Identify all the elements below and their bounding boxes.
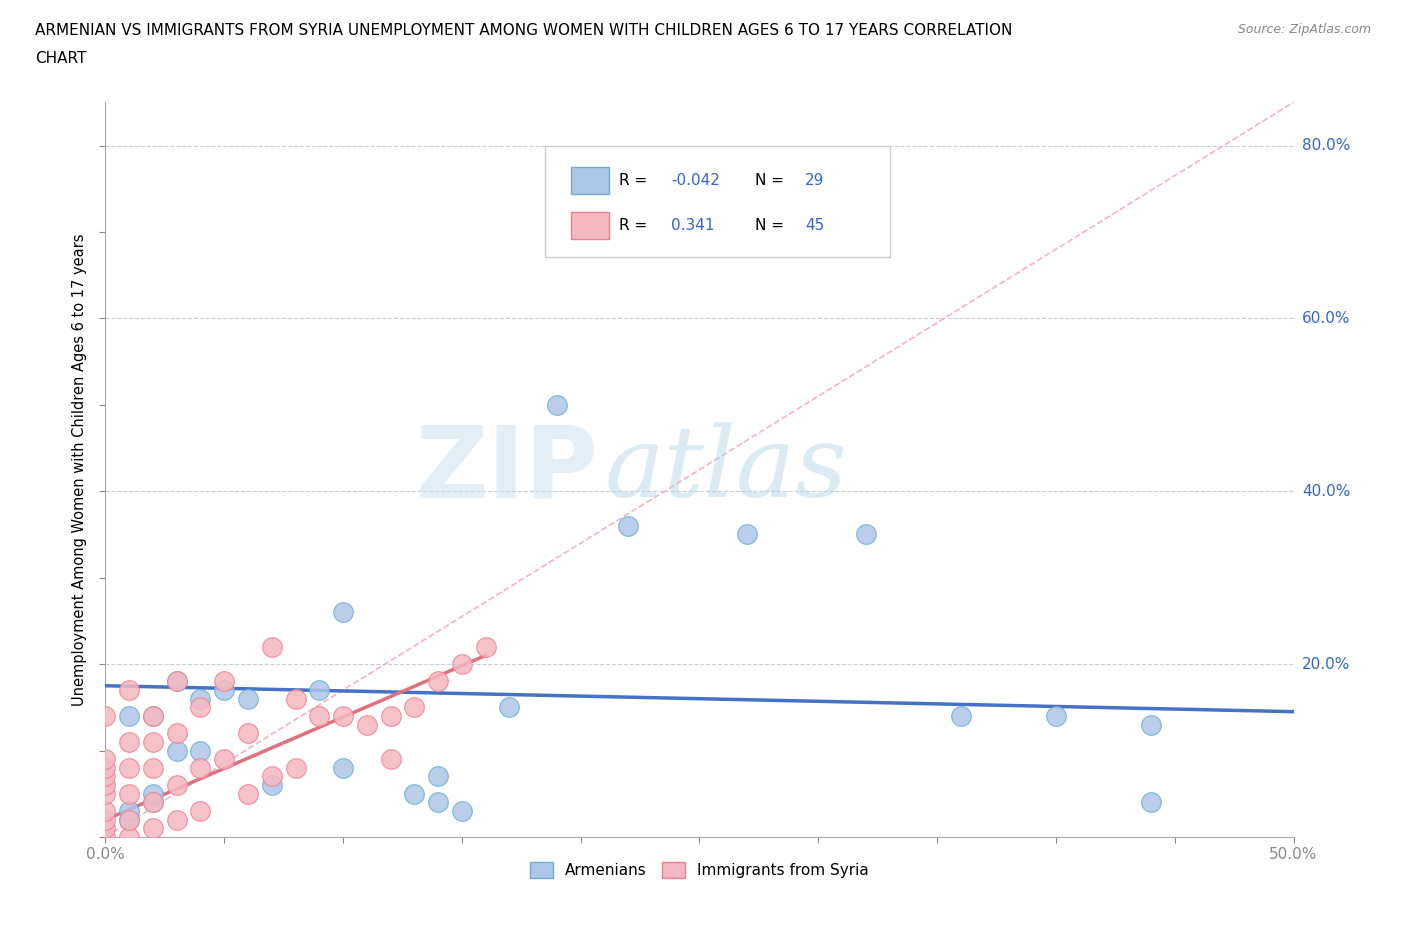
Point [308,683,330,698]
Point [332,604,354,619]
Point [332,761,354,776]
Point [380,709,402,724]
Text: Source: ZipAtlas.com: Source: ZipAtlas.com [1237,23,1371,36]
Point [474,640,496,655]
Point [236,691,259,706]
Text: ZIP: ZIP [416,421,599,518]
Point [404,787,426,802]
Point [94,787,117,802]
Text: 29: 29 [806,173,824,188]
Text: R =: R = [619,173,652,188]
Point [427,674,450,689]
Point [1045,709,1067,724]
Point [94,830,117,844]
Point [118,709,141,724]
Point [142,709,165,724]
Text: 40.0%: 40.0% [1302,484,1350,498]
Point [118,812,141,827]
Text: N =: N = [755,173,789,188]
Point [214,751,236,766]
Point [546,397,568,412]
Point [190,743,212,758]
Point [284,691,307,706]
Text: atlas: atlas [605,422,848,517]
Point [118,787,141,802]
Point [118,735,141,750]
Text: 80.0%: 80.0% [1302,138,1350,153]
Point [450,657,472,671]
Point [260,640,283,655]
Point [380,751,402,766]
Point [166,674,188,689]
Point [166,743,188,758]
Text: N =: N = [755,218,789,232]
Text: 0.341: 0.341 [671,218,714,232]
Point [190,700,212,715]
Point [142,795,165,810]
FancyBboxPatch shape [571,212,609,239]
Point [166,725,188,740]
Point [1140,717,1163,732]
Point [190,691,212,706]
Point [118,761,141,776]
FancyBboxPatch shape [546,146,890,257]
Point [118,812,141,827]
Point [190,804,212,818]
FancyBboxPatch shape [571,167,609,193]
Point [94,777,117,792]
Text: R =: R = [619,218,652,232]
Point [260,777,283,792]
Point [617,518,640,533]
Legend: Armenians, Immigrants from Syria: Armenians, Immigrants from Syria [524,857,875,884]
Point [118,830,141,844]
Point [94,812,117,827]
Text: -0.042: -0.042 [671,173,720,188]
Point [236,725,259,740]
Point [450,804,472,818]
Text: CHART: CHART [35,51,87,66]
Point [166,812,188,827]
Point [404,700,426,715]
Point [1140,795,1163,810]
Point [949,709,972,724]
Point [166,777,188,792]
Point [142,735,165,750]
Point [356,717,378,732]
Point [236,787,259,802]
Point [94,769,117,784]
Point [142,761,165,776]
Point [118,804,141,818]
Point [142,821,165,836]
Point [735,527,758,542]
Point [308,709,330,724]
Text: 60.0%: 60.0% [1302,311,1350,325]
Point [94,821,117,836]
Point [855,527,877,542]
Point [427,795,450,810]
Text: 20.0%: 20.0% [1302,657,1350,671]
Point [142,787,165,802]
Point [166,674,188,689]
Point [118,683,141,698]
Point [260,769,283,784]
Point [94,751,117,766]
Point [427,769,450,784]
Point [142,795,165,810]
Point [94,804,117,818]
Point [94,761,117,776]
Point [94,709,117,724]
Point [142,709,165,724]
Text: 45: 45 [806,218,824,232]
Point [190,761,212,776]
Point [284,761,307,776]
Y-axis label: Unemployment Among Women with Children Ages 6 to 17 years: Unemployment Among Women with Children A… [72,233,87,706]
Point [332,709,354,724]
Point [498,700,520,715]
Point [214,683,236,698]
Text: ARMENIAN VS IMMIGRANTS FROM SYRIA UNEMPLOYMENT AMONG WOMEN WITH CHILDREN AGES 6 : ARMENIAN VS IMMIGRANTS FROM SYRIA UNEMPL… [35,23,1012,38]
Point [214,674,236,689]
